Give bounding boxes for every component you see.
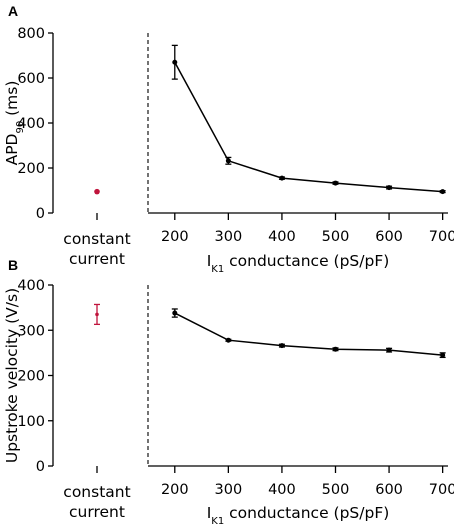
x-tick-label: 600	[375, 229, 403, 245]
panel-letter: B	[8, 257, 18, 273]
x-tick-label: 200	[161, 482, 189, 498]
panel-a: A 0 200 400 600 800 APD90 (ms) constant current 2…	[3, 3, 454, 275]
y-tick-label: 300	[17, 323, 45, 339]
x-axis-label: IK1 conductance (pS/pF)	[207, 504, 390, 525]
x-tick-label: 500	[322, 229, 350, 245]
x-tick-label: 400	[268, 482, 296, 498]
y-axis-label: APD90 (ms)	[3, 81, 26, 166]
data-point	[440, 189, 446, 195]
y-tick-label: 200	[17, 161, 45, 177]
x-tick-label: 400	[268, 229, 296, 245]
data-point	[333, 180, 338, 186]
data-point	[225, 158, 231, 164]
x-tick-label: 700	[429, 229, 454, 245]
ref-point	[94, 188, 100, 195]
ref-label-line2: current	[69, 250, 125, 268]
data-point	[386, 347, 392, 353]
data-point	[386, 185, 392, 191]
ref-label-line1: constant	[63, 230, 130, 248]
panel-letter: A	[8, 3, 18, 19]
y-tick-label: 0	[36, 459, 45, 475]
x-tick-label: 700	[429, 482, 454, 498]
y-tick-label: 100	[17, 414, 45, 430]
x-tick-label: 600	[375, 482, 403, 498]
data-point	[172, 59, 178, 65]
ref-point	[95, 312, 99, 317]
y-tick-label: 600	[17, 71, 45, 87]
data-point	[225, 337, 231, 343]
series-line	[174, 61, 443, 193]
y-tick-label: 400	[17, 116, 45, 132]
data-point	[279, 175, 285, 181]
y-tick-label: 400	[17, 278, 45, 294]
x-tick-label: 200	[161, 229, 189, 245]
data-point	[333, 346, 338, 352]
x-axis-label: IK1 conductance (pS/pF)	[207, 252, 390, 275]
data-point	[172, 310, 178, 316]
series-line	[174, 312, 443, 356]
x-tick-label: 300	[215, 482, 243, 498]
x-tick-label: 300	[215, 229, 243, 245]
y-tick-label: 800	[17, 26, 45, 42]
y-axis-label: Upstroke velocity (V/s)	[3, 288, 21, 463]
y-tick-label: 200	[17, 369, 45, 385]
data-point	[279, 343, 285, 349]
y-tick-label: 0	[36, 206, 45, 222]
data-point	[440, 352, 446, 358]
x-tick-label: 500	[322, 482, 350, 498]
ref-label-line2: current	[69, 503, 125, 521]
ref-label-line1: constant	[63, 483, 130, 501]
